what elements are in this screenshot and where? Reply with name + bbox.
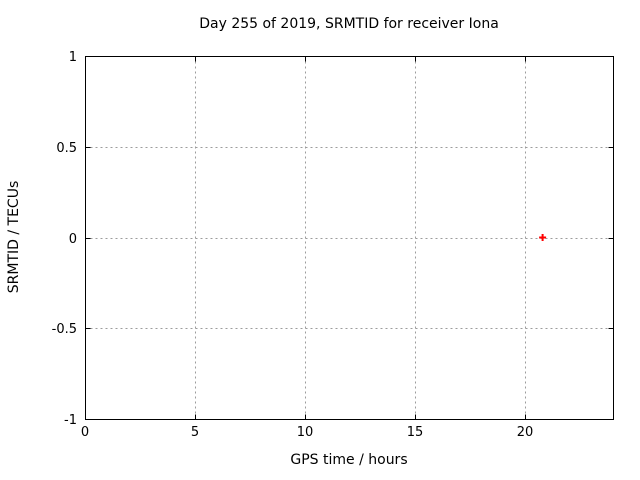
x-tick-label: 0 xyxy=(81,425,89,440)
y-tick-label: -1 xyxy=(64,413,77,428)
x-tick-label: 10 xyxy=(297,425,314,440)
y-axis-label: SRMTID / TECUs xyxy=(6,180,22,294)
chart-title: Day 255 of 2019, SRMTID for receiver Ion… xyxy=(199,16,499,32)
y-tick-label: 0.5 xyxy=(56,141,77,156)
x-tick-label: 15 xyxy=(407,425,424,440)
x-tick-label: 20 xyxy=(517,425,534,440)
x-axis-label: GPS time / hours xyxy=(290,452,408,468)
y-tick-label: 1 xyxy=(69,50,77,65)
y-tick-label: 0 xyxy=(69,232,77,247)
plot-border xyxy=(85,56,614,420)
y-tick-label: -0.5 xyxy=(52,322,77,337)
x-tick-label: 5 xyxy=(191,425,199,440)
